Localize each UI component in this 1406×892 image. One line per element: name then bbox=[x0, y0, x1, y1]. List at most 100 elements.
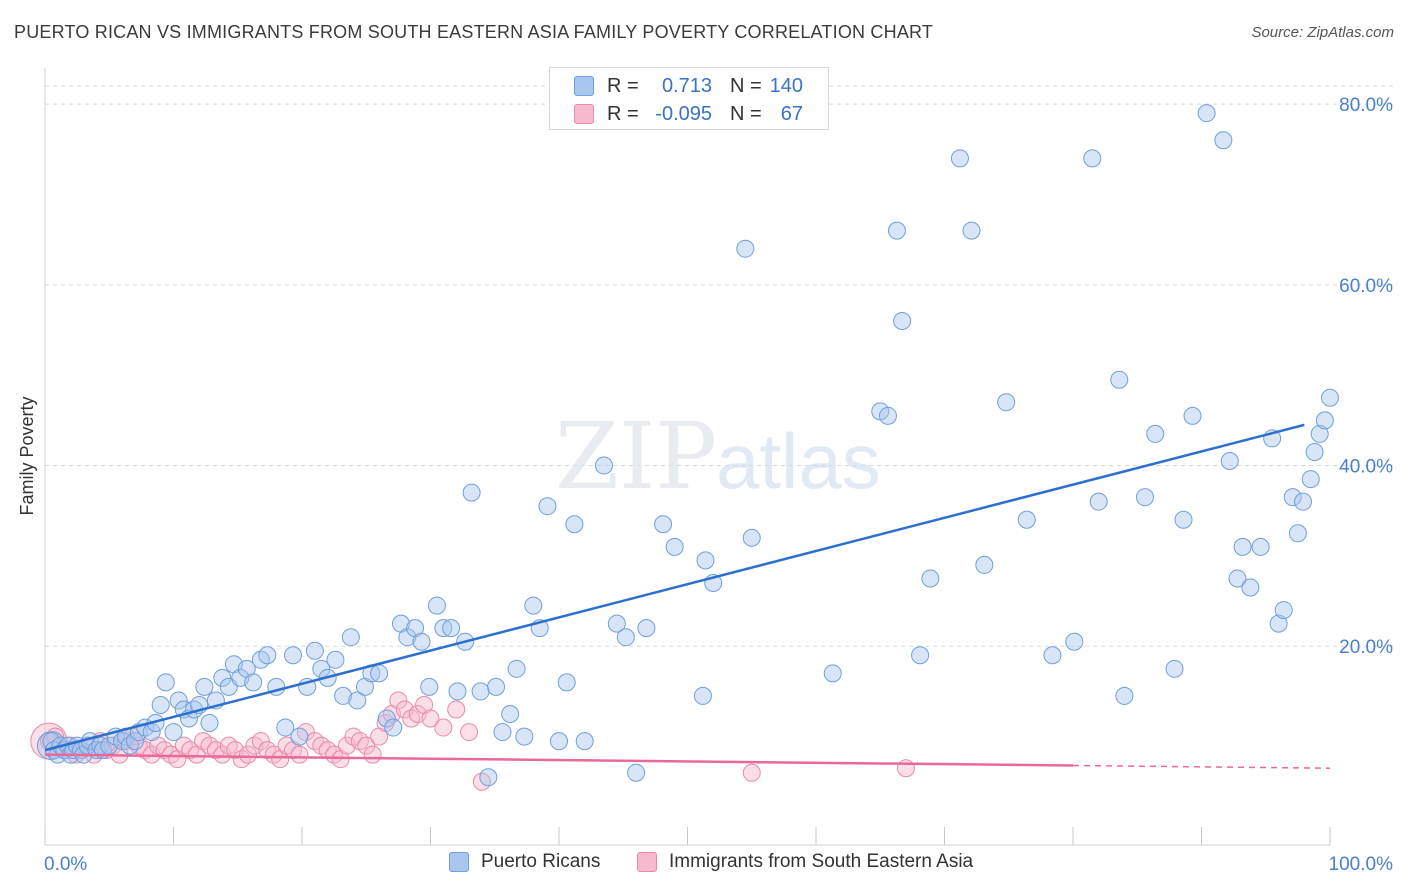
point-puerto-ricans bbox=[1043, 646, 1062, 665]
chart-title: PUERTO RICAN VS IMMIGRANTS FROM SOUTH EA… bbox=[14, 22, 934, 42]
point-puerto-ricans bbox=[312, 659, 331, 678]
point-puerto-ricans bbox=[1321, 388, 1339, 407]
point-puerto-ricans bbox=[693, 686, 712, 705]
point-puerto-ricans bbox=[195, 677, 214, 696]
stats-legend-n-value: 67 bbox=[780, 103, 803, 125]
point-puerto-ricans bbox=[1197, 104, 1216, 123]
point-puerto-ricans bbox=[169, 691, 188, 710]
trend-line-puerto-ricans bbox=[44, 423, 1305, 752]
point-puerto-ricans bbox=[341, 628, 360, 647]
point-immigrants bbox=[472, 772, 491, 791]
point-puerto-ricans bbox=[607, 614, 626, 633]
point-puerto-ricans bbox=[997, 393, 1016, 412]
point-puerto-ricans bbox=[151, 695, 170, 714]
point-puerto-ricans bbox=[1115, 686, 1134, 705]
watermark-atlas: atlas bbox=[716, 417, 881, 505]
point-puerto-ricans bbox=[412, 632, 431, 651]
stats-legend-r-label: R = bbox=[607, 103, 639, 125]
point-puerto-ricans bbox=[1233, 537, 1252, 556]
legend-item-immigrants: Immigrants from South Eastern Asia bbox=[637, 851, 973, 873]
point-puerto-ricans bbox=[284, 646, 303, 665]
y-tick-label: 80.0% bbox=[1339, 95, 1393, 116]
point-immigrants bbox=[350, 732, 369, 751]
stats-legend-row-blue: R = 0.713 N = 140 bbox=[550, 72, 830, 100]
point-puerto-ricans bbox=[334, 686, 353, 705]
point-immigrants bbox=[742, 763, 761, 782]
point-puerto-ricans bbox=[1174, 510, 1193, 529]
point-puerto-ricans bbox=[258, 646, 277, 665]
point-puerto-ricans bbox=[1228, 569, 1247, 588]
point-puerto-ricans bbox=[244, 673, 263, 692]
stats-legend-r-value: -0.095 bbox=[655, 103, 712, 125]
legend-label: Puerto Ricans bbox=[481, 851, 601, 872]
point-puerto-ricans bbox=[427, 596, 446, 615]
point-puerto-ricans bbox=[507, 659, 526, 678]
pink-points bbox=[30, 691, 915, 791]
point-puerto-ricans bbox=[125, 732, 144, 751]
stats-legend-r-value: 0.713 bbox=[661, 75, 712, 97]
point-puerto-ricans bbox=[448, 682, 467, 701]
point-puerto-ricans bbox=[1301, 470, 1320, 489]
point-immigrants bbox=[290, 745, 309, 764]
point-puerto-ricans bbox=[515, 727, 534, 746]
point-puerto-ricans bbox=[911, 646, 930, 665]
point-immigrants bbox=[312, 736, 331, 755]
point-immigrants bbox=[251, 732, 270, 751]
point-puerto-ricans bbox=[1269, 614, 1288, 633]
y-tick-label: 40.0% bbox=[1339, 457, 1393, 478]
axes bbox=[44, 68, 1331, 846]
point-puerto-ricans bbox=[501, 704, 520, 723]
point-puerto-ricans bbox=[1135, 488, 1154, 507]
point-puerto-ricans bbox=[1089, 492, 1108, 511]
point-puerto-ricans bbox=[471, 682, 490, 701]
point-puerto-ricans bbox=[156, 673, 175, 692]
point-puerto-ricans bbox=[893, 311, 912, 330]
point-puerto-ricans bbox=[290, 727, 309, 746]
blue-points bbox=[36, 104, 1339, 787]
point-puerto-ricans bbox=[654, 515, 673, 534]
point-immigrants bbox=[181, 741, 200, 760]
point-immigrants bbox=[277, 736, 296, 755]
point-immigrants bbox=[200, 736, 219, 755]
point-puerto-ricans bbox=[251, 650, 270, 669]
point-immigrants bbox=[357, 736, 376, 755]
point-puerto-ricans bbox=[736, 239, 755, 258]
point-puerto-ricans bbox=[538, 497, 557, 516]
point-puerto-ricans bbox=[627, 763, 646, 782]
point-puerto-ricans bbox=[213, 668, 232, 687]
point-puerto-ricans bbox=[696, 551, 715, 570]
point-puerto-ricans bbox=[742, 528, 761, 547]
point-immigrants bbox=[239, 745, 258, 764]
point-puerto-ricans bbox=[950, 149, 969, 168]
point-puerto-ricans bbox=[479, 768, 498, 787]
point-puerto-ricans bbox=[434, 619, 453, 638]
bottom-legend: Puerto Ricans Immigrants from South East… bbox=[0, 851, 1406, 879]
point-puerto-ricans bbox=[575, 732, 594, 751]
point-puerto-ricans bbox=[1065, 632, 1084, 651]
stats-legend-n-value: 140 bbox=[769, 75, 803, 97]
point-puerto-ricans bbox=[878, 406, 897, 425]
point-puerto-ricans bbox=[1305, 442, 1324, 461]
point-puerto-ricans bbox=[962, 221, 981, 240]
x-tick-label: 100.0% bbox=[1329, 854, 1394, 875]
point-puerto-ricans bbox=[975, 555, 994, 574]
point-puerto-ricans bbox=[550, 732, 568, 751]
point-puerto-ricans bbox=[1315, 411, 1334, 430]
point-puerto-ricans bbox=[616, 628, 635, 647]
source-label: Source: ZipAtlas.com bbox=[1251, 24, 1394, 41]
grid-lines bbox=[45, 85, 1394, 647]
stats-legend-blue-swatch bbox=[574, 76, 594, 96]
x-tick-label: 0.0% bbox=[44, 854, 87, 875]
stats-legend-n-label: N = bbox=[730, 75, 762, 97]
point-immigrants bbox=[264, 745, 283, 764]
stats-legend-n-label: N = bbox=[730, 103, 762, 125]
point-puerto-ricans bbox=[493, 723, 512, 742]
point-immigrants bbox=[258, 741, 277, 760]
trend-line-immigrants-dashed bbox=[1072, 764, 1331, 769]
point-puerto-ricans bbox=[1017, 510, 1036, 529]
trend-line-immigrants bbox=[44, 753, 1074, 767]
point-puerto-ricans bbox=[305, 641, 324, 660]
point-immigrants bbox=[363, 745, 382, 764]
point-puerto-ricans bbox=[524, 596, 543, 615]
